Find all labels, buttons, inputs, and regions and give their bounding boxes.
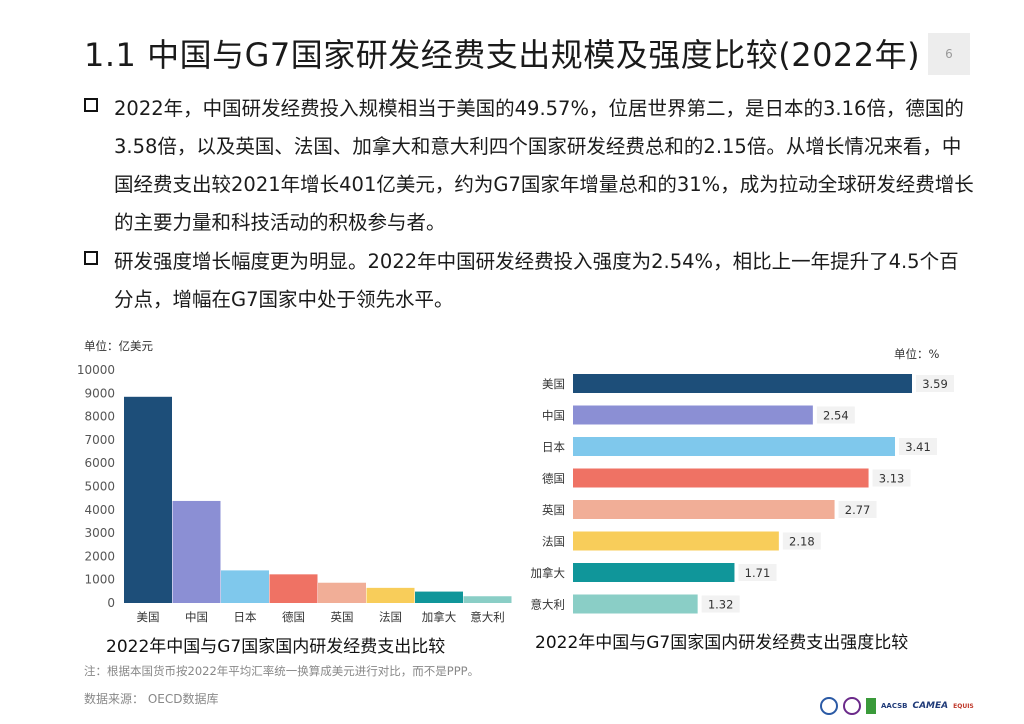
value-label: 3.13 <box>879 472 905 486</box>
x-tick-label: 中国 <box>185 610 208 624</box>
page-number: 6 <box>928 33 970 75</box>
value-label-bg <box>738 564 777 581</box>
bullet-text-1: 2022年，中国研发经费投入规模相当于美国的49.57%，位居世界第二，是日本的… <box>114 97 974 234</box>
university-seal-icon <box>820 697 838 715</box>
camea-logo: CAMEA <box>912 701 949 711</box>
y-tick-label: 8000 <box>84 410 115 424</box>
hbar-6 <box>573 563 735 582</box>
y-tick-label: 2000 <box>84 549 115 563</box>
category-label: 中国 <box>542 409 565 423</box>
value-label: 1.32 <box>708 598 734 612</box>
value-label: 3.41 <box>905 440 931 454</box>
value-label-bg <box>899 438 938 455</box>
aacsb-logo: AACSB <box>881 702 908 710</box>
hbar-7 <box>573 594 698 614</box>
bullet-text-2: 研发强度增长幅度更为明显。2022年中国研发经费投入强度为2.54%，相比上一年… <box>114 250 959 311</box>
square-bullet-icon <box>84 98 98 112</box>
x-tick-label: 加拿大 <box>422 610 457 624</box>
y-tick-label: 6000 <box>84 456 115 470</box>
x-tick-label: 德国 <box>282 610 305 624</box>
bullet-point-2: 研发强度增长幅度更为明显。2022年中国研发经费投入强度为2.54%，相比上一年… <box>84 243 974 319</box>
category-label: 意大利 <box>531 598 566 612</box>
left-chart-unit-label: 单位：亿美元 <box>84 339 153 353</box>
footnote: 注：根据本国货币按2022年平均汇率统一换算成美元进行对比，而不是PPP。 <box>84 664 480 678</box>
hbar-2 <box>573 437 896 456</box>
bar-7 <box>463 596 512 603</box>
y-tick-label: 1000 <box>84 573 115 587</box>
value-label-bg <box>782 532 821 550</box>
x-tick-label: 意大利 <box>470 610 505 624</box>
data-source: 数据来源： OECD数据库 <box>84 692 219 706</box>
hbar-3 <box>573 468 869 488</box>
value-label-bg <box>838 501 877 518</box>
bar-2 <box>221 570 269 603</box>
hbar-1 <box>573 405 813 425</box>
x-tick-label: 美国 <box>137 610 160 624</box>
y-tick-label: 3000 <box>84 526 115 540</box>
y-tick-label: 9000 <box>84 386 115 400</box>
x-tick-label: 英国 <box>331 610 354 624</box>
category-label: 加拿大 <box>531 566 566 580</box>
hbar-4 <box>573 500 835 519</box>
accreditation-mark-icon <box>866 698 876 714</box>
equis-logo: EQUIS <box>953 702 974 710</box>
bar-4 <box>318 582 366 603</box>
value-label: 2.18 <box>789 535 815 549</box>
school-seal-icon <box>843 697 861 715</box>
footer-logos: AACSB CAMEA EQUIS <box>820 690 974 722</box>
category-label: 美国 <box>542 377 565 391</box>
value-label: 3.59 <box>922 377 948 391</box>
y-tick-label: 10000 <box>77 363 115 377</box>
left-chart-title: 2022年中国与G7国家国内研发经费支出比较 <box>106 637 446 657</box>
hbar-5 <box>573 531 779 551</box>
bar-6 <box>415 591 463 603</box>
right-chart-unit-label: 单位：% <box>894 347 939 361</box>
value-label: 2.54 <box>823 409 849 423</box>
bar-3 <box>269 574 318 603</box>
right-chart-title: 2022年中国与G7国家国内研发经费支出强度比较 <box>535 633 909 653</box>
category-label: 德国 <box>542 472 565 486</box>
value-label: 2.77 <box>845 503 871 517</box>
value-label: 1.71 <box>745 566 771 580</box>
x-tick-label: 法国 <box>379 610 402 624</box>
bar-0 <box>124 396 172 603</box>
y-tick-label: 7000 <box>84 433 115 447</box>
x-tick-label: 日本 <box>234 610 257 624</box>
value-label-bg <box>916 375 954 392</box>
value-label-bg <box>701 595 740 613</box>
value-label-bg <box>872 469 911 487</box>
square-bullet-icon <box>84 251 98 265</box>
bullet-point-1: 2022年，中国研发经费投入规模相当于美国的49.57%，位居世界第二，是日本的… <box>84 90 974 242</box>
y-tick-label: 5000 <box>84 480 115 494</box>
y-tick-label: 0 <box>107 596 115 610</box>
value-label-bg <box>816 406 855 424</box>
category-label: 英国 <box>542 503 565 517</box>
hbar-0 <box>573 374 912 393</box>
bar-5 <box>366 587 415 603</box>
page-title: 1.1 中国与G7国家研发经费支出规模及强度比较(2022年) <box>84 36 921 74</box>
category-label: 法国 <box>542 535 565 549</box>
y-tick-label: 4000 <box>84 503 115 517</box>
bar-1 <box>172 500 221 603</box>
category-label: 日本 <box>542 440 565 454</box>
